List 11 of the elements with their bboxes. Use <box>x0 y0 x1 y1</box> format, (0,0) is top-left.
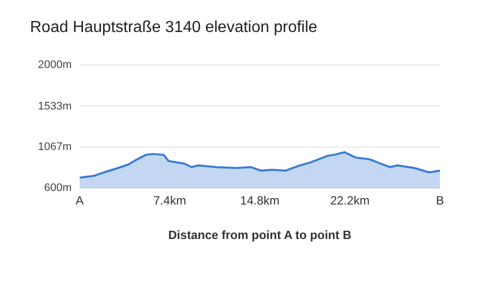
x-tick-label: B <box>436 194 444 208</box>
x-tick-label: 7.4km <box>153 194 186 208</box>
y-tick-label: 2000m <box>38 59 72 72</box>
x-axis-title: Distance from point A to point B <box>168 228 352 242</box>
x-tick-label: A <box>76 194 84 208</box>
x-tick-label: 22.2km <box>330 194 370 208</box>
chart-title: Road Hauptstraße 3140 elevation profile <box>30 19 318 36</box>
y-tick-label: 1067m <box>38 141 72 154</box>
y-tick-label: 1533m <box>38 100 72 112</box>
x-tick-label: 14.8km <box>240 194 280 208</box>
y-tick-label: 600m <box>44 182 72 194</box>
